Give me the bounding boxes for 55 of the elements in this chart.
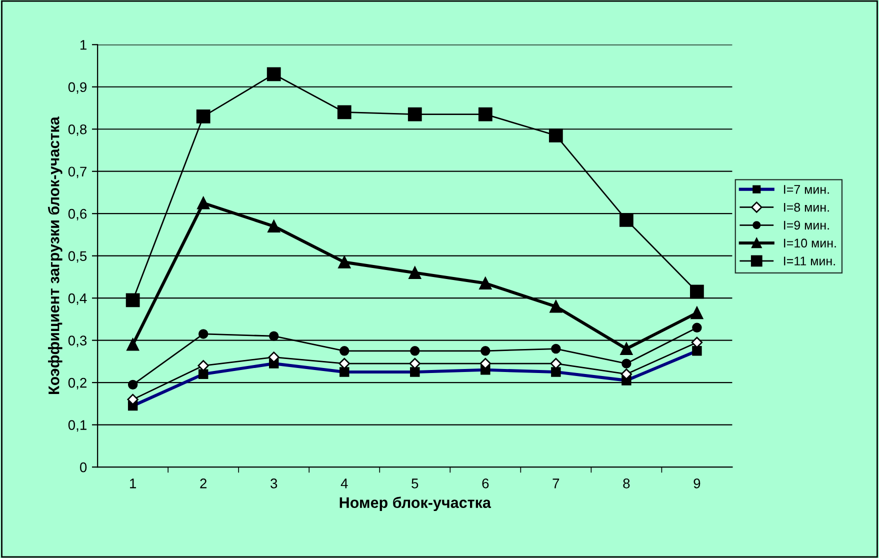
y-tick-label: 0,9	[68, 82, 86, 94]
legend-label: I=10 мин.	[784, 238, 836, 248]
point	[126, 293, 140, 308]
point	[198, 329, 208, 339]
point	[340, 346, 350, 356]
point	[268, 352, 280, 363]
point	[551, 344, 561, 354]
x-tick-label: 2	[200, 478, 207, 488]
point	[690, 306, 704, 320]
point	[408, 107, 422, 122]
point	[268, 220, 280, 233]
point	[126, 338, 140, 351]
y-tick-label: 0,5	[68, 251, 87, 263]
point	[622, 358, 632, 368]
y-tick-label: 0,2	[68, 378, 86, 390]
point	[197, 196, 210, 210]
point	[479, 277, 492, 290]
x-tick-label: 3	[270, 478, 278, 488]
y-tick-label: 0,8	[68, 124, 87, 136]
point	[408, 266, 422, 279]
legend-label: I=7 мин.	[784, 185, 829, 194]
x-tick-label: 5	[412, 478, 418, 488]
point	[410, 346, 420, 356]
x-tick-label: 6	[482, 478, 489, 488]
y-tick-label: 0	[80, 462, 87, 472]
point	[338, 256, 351, 268]
point	[266, 67, 281, 82]
point	[268, 331, 279, 341]
y-tick-label: 0,7	[68, 166, 86, 178]
x-tick-label: 8	[623, 478, 630, 488]
point	[692, 322, 702, 333]
y-tick-label: 0,1	[68, 420, 86, 432]
y-tick-label: 0,4	[68, 293, 87, 305]
point	[550, 300, 562, 313]
y-axis-title: Коэффициент загрузки блок-участка	[48, 116, 62, 394]
x-axis-title: Номер блок-участка	[340, 496, 492, 512]
point	[690, 284, 704, 299]
point	[196, 110, 210, 124]
legend-label: I=11 мин.	[784, 256, 835, 266]
x-tick-label: 4	[340, 478, 348, 488]
point	[619, 212, 634, 227]
y-tick-label: 0,3	[68, 336, 87, 348]
y-tick-label: 0,6	[68, 208, 87, 220]
x-tick-label: 9	[694, 478, 700, 488]
x-tick-label: 1	[130, 478, 136, 488]
point	[478, 107, 492, 122]
x-tick-label: 7	[552, 478, 560, 488]
y-tick-label: 1	[80, 40, 86, 50]
point	[480, 346, 490, 356]
point	[620, 342, 633, 356]
point	[548, 128, 563, 142]
point	[337, 105, 352, 120]
legend-label: I=9 мин.	[784, 220, 829, 230]
point	[128, 380, 138, 390]
legend-label: I=8 мин.	[784, 202, 829, 212]
